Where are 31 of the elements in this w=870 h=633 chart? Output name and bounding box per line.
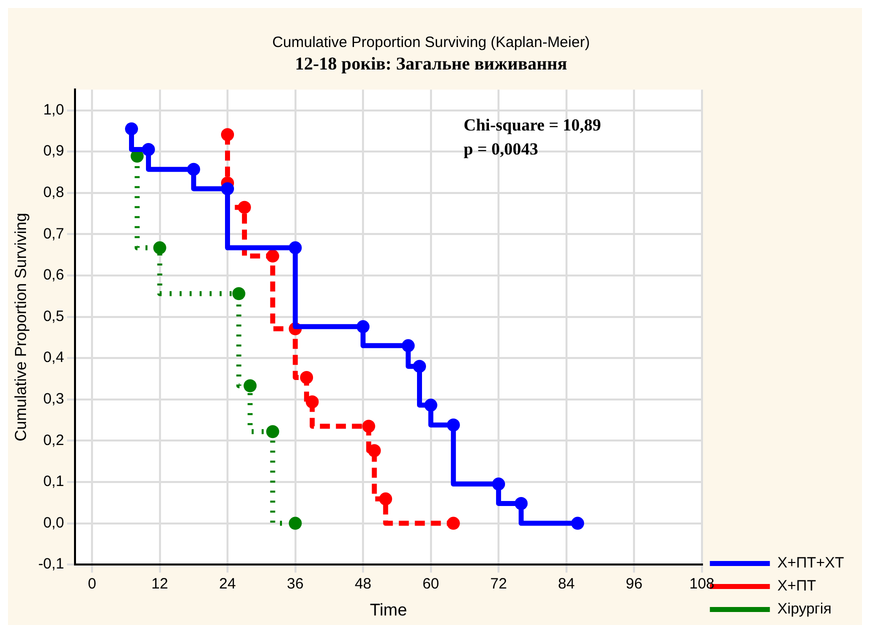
x-tick-label: 36 — [286, 576, 304, 593]
x-tick-label: 72 — [490, 576, 507, 593]
x-tick-label: 24 — [219, 576, 236, 593]
x-tick-label: 0 — [88, 576, 96, 593]
y-tick-label: -0,1 — [38, 556, 64, 573]
y-tick-label: 0,8 — [43, 184, 64, 201]
y-tick-label: 0,1 — [43, 473, 64, 490]
x-tick-label: 60 — [422, 576, 440, 593]
legend-label: Х+ПТ+ХТ — [777, 554, 844, 572]
chart-title: Cumulative Proportion Surviving (Kaplan-Meier) — [272, 34, 590, 52]
y-tick-label: 0,2 — [43, 432, 64, 449]
y-tick-label: 0,0 — [43, 514, 64, 532]
y-tick-label: 0,9 — [43, 142, 64, 160]
y-tick-label: 0,7 — [43, 225, 64, 242]
legend-label: Х+ПТ — [777, 578, 816, 595]
y-tick-label: 0,3 — [43, 390, 64, 408]
annotation: Chi-square = 10,89 — [464, 115, 602, 134]
x-tick-label: 84 — [558, 576, 575, 593]
x-tick-label: 48 — [354, 576, 372, 593]
x-tick-label: 96 — [626, 576, 642, 593]
annotation: p = 0,0043 — [464, 139, 538, 158]
chart-subtitle: 12-18 років: Загальне виживання — [294, 53, 568, 74]
y-tick-label: 0,4 — [43, 349, 64, 366]
y-axis-title: Cumulative Proportion Surviving — [13, 212, 30, 442]
y-tick-label: 1,0 — [43, 101, 64, 118]
y-tick-label: 0,5 — [43, 308, 64, 325]
legend-label: Хірургія — [777, 600, 832, 618]
x-tick-label: 12 — [151, 576, 168, 593]
y-tick-label: 0,6 — [43, 266, 64, 284]
x-axis-title: Time — [370, 600, 408, 620]
x-tick-label: 108 — [689, 576, 714, 593]
